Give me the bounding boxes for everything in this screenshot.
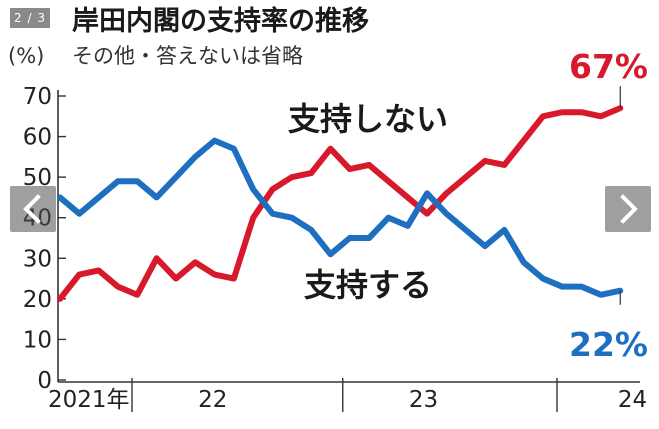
chevron-right-icon	[605, 186, 651, 232]
end-label-disapprove: 67%	[569, 47, 648, 86]
x-tick-label: 2021年	[48, 387, 130, 413]
x-tick-label: 24	[618, 387, 647, 413]
y-tick-label: 20	[23, 287, 52, 313]
x-tick-label: 23	[409, 387, 438, 413]
y-axis-unit: (%)	[8, 44, 44, 68]
end-label-approve: 22%	[569, 325, 648, 364]
series-label-approve: 支持する	[304, 266, 432, 304]
next-slide-button[interactable]	[605, 186, 651, 232]
y-tick-label: 30	[23, 246, 52, 272]
y-tick-label: 70	[23, 84, 52, 110]
series-label-disapprove: 支持しない	[288, 100, 448, 138]
previous-slide-button[interactable]	[10, 186, 56, 232]
chart-title: 岸田内閣の支持率の推移	[72, 5, 369, 37]
slide-counter: 2 / 3	[10, 8, 50, 28]
y-tick-label: 10	[23, 327, 52, 353]
x-tick-label: 22	[198, 387, 227, 413]
y-tick-label: 60	[23, 125, 52, 151]
chevron-left-icon	[10, 186, 56, 232]
chart-subtitle: その他・答えないは省略	[72, 44, 303, 68]
